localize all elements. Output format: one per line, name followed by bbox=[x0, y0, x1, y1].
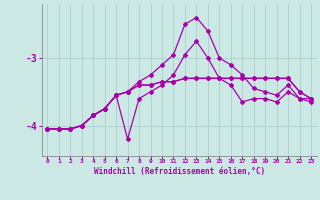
X-axis label: Windchill (Refroidissement éolien,°C): Windchill (Refroidissement éolien,°C) bbox=[94, 167, 265, 176]
